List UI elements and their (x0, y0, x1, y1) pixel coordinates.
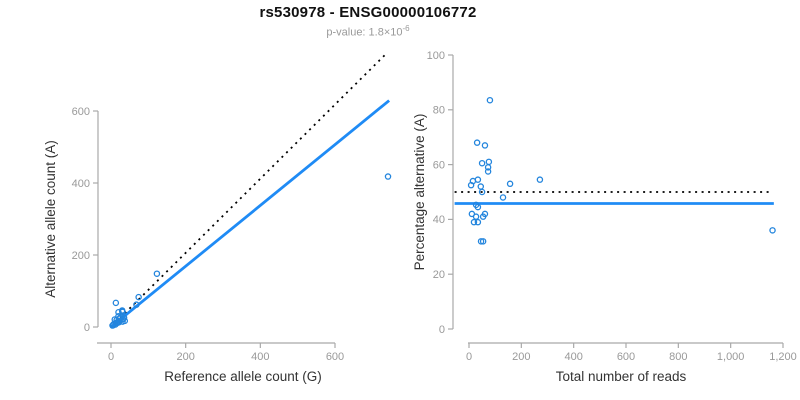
data-point (486, 96, 494, 104)
data-point (119, 308, 126, 316)
x-tick-label: 800 (669, 351, 687, 363)
data-point (536, 176, 544, 183)
y-tick-label: 0 (84, 322, 90, 334)
data-point (474, 176, 482, 183)
y-axis-title: Percentage alternative (A) (412, 114, 427, 271)
data-point (484, 168, 492, 175)
identity-line (110, 53, 387, 328)
x-tick-label: 400 (251, 351, 269, 363)
data-point (478, 188, 486, 196)
data-point (481, 210, 489, 218)
data-point (479, 238, 487, 245)
y-tick-label: 20 (433, 269, 445, 281)
y-tick-label: 600 (72, 106, 90, 118)
data-point (473, 139, 481, 146)
x-tick-label: 1,000 (717, 351, 745, 363)
y-tick-label: 60 (433, 159, 445, 171)
y-axis-title: Alternative allele count (A) (43, 140, 58, 298)
data-point (481, 142, 489, 149)
data-point (112, 299, 120, 307)
x-axis-title: Reference allele count (G) (164, 369, 322, 384)
x-tick-label: 200 (512, 351, 530, 363)
allele-count-scatter: 0 200 400 600 0 200 400 600 Reference allele cou… (43, 53, 392, 384)
data-point (478, 159, 486, 167)
data-point (133, 301, 140, 308)
chart-title: rs530978 - ENSG00000106772 (259, 4, 477, 21)
data-point (135, 293, 142, 301)
data-point (769, 227, 776, 234)
data-point (120, 314, 128, 321)
data-point (477, 183, 485, 190)
x-tick-label: 0 (108, 351, 114, 363)
data-point (474, 203, 482, 211)
x-axis-title: Total number of reads (556, 369, 687, 384)
y-tick-label: 400 (72, 178, 90, 190)
pvalue-exponent: -6 (402, 24, 410, 33)
y-tick-label: 80 (433, 105, 445, 117)
data-point (506, 180, 514, 188)
data-point (470, 218, 478, 226)
chart-subtitle: p-value: 1.8×10-6 (0, 24, 736, 39)
data-point (477, 238, 485, 245)
data-point (484, 164, 492, 171)
x-tick-label: 400 (564, 351, 582, 363)
y-tick-label: 0 (439, 324, 445, 336)
x-tick-label: 600 (326, 351, 344, 363)
fit-line (110, 99, 391, 329)
x-tick-label: 0 (466, 351, 472, 363)
data-point (384, 173, 392, 180)
percentage-scatter: 0 20 40 60 80 100 0 200 400 600 800 1,000 1,200 Total… (412, 50, 797, 384)
y-tick-label: 200 (72, 250, 90, 262)
data-point (474, 218, 482, 226)
y-tick-label: 40 (433, 214, 445, 226)
pvalue-text: p-value: 1.8×10 (326, 26, 403, 39)
y-tick-label: 100 (427, 50, 445, 62)
data-point (153, 270, 161, 277)
x-tick-label: 600 (617, 351, 635, 363)
x-tick-label: 1,200 (769, 351, 797, 363)
data-point (121, 317, 129, 325)
title-block: rs530978 - ENSG00000106772 p-value: 1.8×… (0, 4, 736, 39)
data-point (485, 158, 493, 166)
data-point (115, 319, 123, 326)
x-tick-label: 200 (176, 351, 194, 363)
data-point (467, 181, 475, 189)
data-point (499, 194, 507, 201)
data-point (472, 213, 480, 220)
